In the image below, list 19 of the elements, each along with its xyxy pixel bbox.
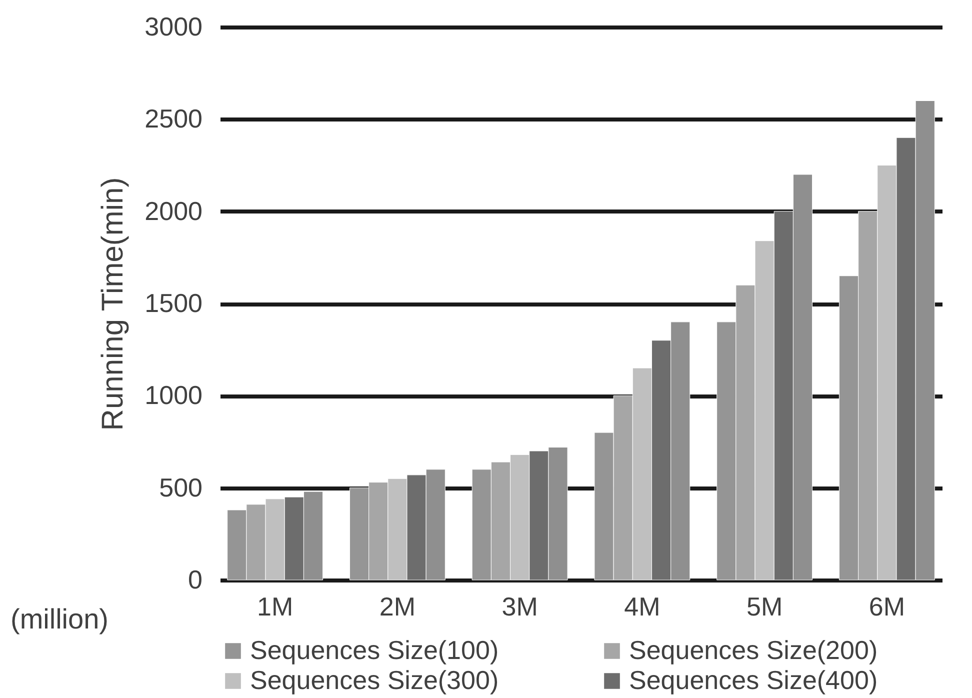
y-axis-title: Running Time(min) <box>96 177 130 431</box>
x-tick-label: 2M <box>379 592 416 622</box>
y-tick-label: 2000 <box>144 196 202 226</box>
legend-label: Sequences Size(100) <box>250 635 499 665</box>
x-axis-title: (million) <box>10 604 108 634</box>
x-tick-label: 6M <box>868 592 905 622</box>
legend-label: Sequences Size(300) <box>250 665 499 695</box>
y-tick-label: 1500 <box>144 288 202 318</box>
y-tick-label: 500 <box>159 472 202 502</box>
x-tick-label: 3M <box>502 592 538 622</box>
y-tick-label: 1000 <box>144 380 202 410</box>
legend-label: Sequences Size(400) <box>629 665 878 695</box>
y-tick-label: 2500 <box>144 104 202 134</box>
x-tick-label: 4M <box>624 592 660 622</box>
y-tick-label: 0 <box>188 564 202 594</box>
y-tick-label: 3000 <box>144 12 202 42</box>
x-tick-label: 5M <box>746 592 783 622</box>
x-tick-label: 1M <box>257 592 294 622</box>
legend-label: Sequences Size(200) <box>629 635 878 665</box>
